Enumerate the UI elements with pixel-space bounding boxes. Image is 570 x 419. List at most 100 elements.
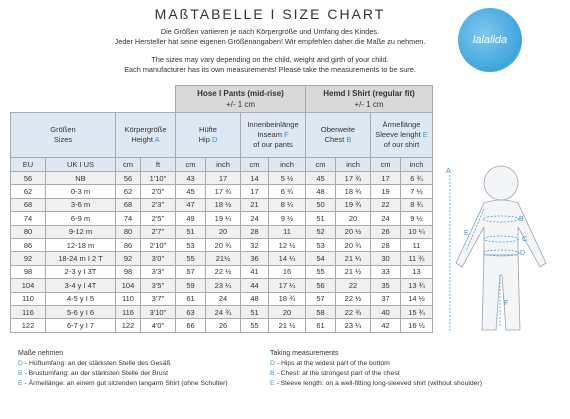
header-de: Größen bbox=[50, 125, 76, 134]
cell: 22 ½ bbox=[205, 264, 241, 280]
cell: 3'7'' bbox=[140, 291, 176, 306]
header-note: of our shirt bbox=[383, 140, 420, 149]
cell: 18 ¾ bbox=[335, 184, 371, 199]
cell: 44 bbox=[240, 278, 269, 293]
cell: 9 ½ bbox=[400, 211, 433, 226]
cell: 12-18 m bbox=[45, 237, 116, 253]
unit-header: cm bbox=[175, 157, 206, 172]
cell: 4-5 y I 5 bbox=[45, 291, 116, 306]
cell: 2'0'' bbox=[140, 184, 176, 199]
cell: 26 bbox=[370, 224, 401, 239]
group-header: Hemd I Shirt (regular fit) +/- 1 cm bbox=[305, 85, 433, 113]
group-title: Hemd I Shirt (regular fit) bbox=[323, 89, 415, 98]
cell: 49 bbox=[175, 211, 206, 226]
header-note: of our pants bbox=[253, 140, 293, 149]
note-text: - Sleeve length: on a well-fitting long-… bbox=[276, 380, 482, 387]
cell: 30 bbox=[370, 251, 401, 266]
cell: 98 bbox=[115, 264, 141, 280]
note-letter: E bbox=[270, 380, 275, 387]
cell: 74 bbox=[10, 211, 46, 226]
notes-title: Taking measurements bbox=[270, 350, 339, 357]
note-text: - Ärmellänge: an einem gut sitzenden lan… bbox=[24, 380, 228, 387]
header-de: Hüfte bbox=[199, 125, 217, 134]
cell: 10 ¼ bbox=[400, 224, 433, 239]
cell: 22 ¾ bbox=[335, 304, 371, 320]
cell: 37 bbox=[370, 291, 401, 306]
group-header: Hose I Pants (mid-rise) +/- 1 cm bbox=[175, 85, 306, 113]
cell: 122 bbox=[115, 318, 141, 333]
cell: 22 ½ bbox=[335, 291, 371, 306]
cell: 61 bbox=[305, 318, 336, 333]
header-en: Chest B bbox=[307, 135, 370, 145]
cell: 20 ¾ bbox=[335, 237, 371, 253]
cell: 24 bbox=[370, 211, 401, 226]
cell: 17 bbox=[240, 184, 269, 199]
cell: 3'0'' bbox=[140, 251, 176, 266]
cell: 5-6 y I 6 bbox=[45, 304, 116, 320]
cell: 17 ¼ bbox=[268, 278, 306, 293]
cell: 92 bbox=[115, 251, 141, 266]
note-text: - Chest: at the strongest part of the ch… bbox=[276, 370, 400, 377]
header-en-text: Height bbox=[131, 135, 153, 144]
unit-header: inch bbox=[205, 157, 241, 172]
cell: 11 bbox=[268, 224, 306, 239]
cell: 56 bbox=[305, 278, 336, 293]
cell: 98 bbox=[10, 264, 46, 280]
header-de: Körpergröße bbox=[124, 125, 167, 134]
unit-header: cm bbox=[240, 157, 269, 172]
cell: 6-7 y I 7 bbox=[45, 318, 116, 333]
note-item: B - Brustumfang: an der stärksten Stelle… bbox=[18, 369, 228, 379]
cell: 58 bbox=[305, 304, 336, 320]
intro-en: The sizes may vary depending on the chil… bbox=[0, 55, 540, 74]
notes-en: Taking measurements D - Hips at the wide… bbox=[270, 349, 482, 389]
header-letter: D bbox=[211, 135, 218, 144]
cell: 80 bbox=[10, 224, 46, 239]
cell: 26 bbox=[205, 318, 241, 333]
table-row: 104 3-4 y I 4T 104 3'5'' 59 23 ¼ 44 17 ¼ 56 22 35 1… bbox=[10, 278, 433, 293]
cell: 11 bbox=[400, 237, 433, 253]
figure-label: D bbox=[520, 250, 525, 257]
header-en: Sleeve lenght E bbox=[372, 130, 432, 140]
cell: 15 ¾ bbox=[400, 304, 433, 320]
intro-line: Die Größen variieren je nach Körpergröße… bbox=[160, 27, 380, 36]
column-header: Oberweite Chest B bbox=[305, 112, 371, 158]
cell: 0-3 m bbox=[45, 184, 116, 199]
cell: 62 bbox=[115, 184, 141, 199]
note-letter: E bbox=[18, 380, 23, 387]
cell: 104 bbox=[10, 278, 46, 293]
cell: 3-6 m bbox=[45, 197, 116, 213]
cell: 2'10'' bbox=[140, 237, 176, 253]
cell: 56 bbox=[10, 170, 46, 186]
cell: 17 ¾ bbox=[335, 170, 371, 186]
cell: 19 ¼ bbox=[205, 211, 241, 226]
cell: 68 bbox=[115, 197, 141, 213]
cell: 4'0'' bbox=[140, 318, 176, 333]
header-en-text: Sleeve lenght bbox=[375, 130, 421, 139]
cell: 42 bbox=[370, 318, 401, 333]
cell: 74 bbox=[115, 211, 141, 226]
header-en: Sizes bbox=[12, 135, 115, 145]
cell: 52 bbox=[305, 224, 336, 239]
cell: 116 bbox=[115, 304, 141, 320]
cell: 5 ½ bbox=[268, 170, 306, 186]
intro-line: Each manufacturer has its own measuremen… bbox=[124, 64, 416, 74]
table-row: 86 12-18 m 86 2'10'' 53 20 ¾ 32 12 ½ 53 20 ¾ 28 11 bbox=[10, 237, 433, 253]
header-en-text: Sizes bbox=[53, 135, 73, 144]
group-title: Hose I Pants (mid-rise) bbox=[197, 89, 284, 98]
table-row: 122 6-7 y I 7 122 4'0'' 66 26 55 21 ½ 61 23 ¼ 42 16… bbox=[10, 318, 433, 333]
table-row: 68 3-6 m 68 2'3'' 47 18 ½ 21 8 ¼ 50 19 ¾ 22 8 ¾ bbox=[10, 197, 433, 213]
header-en: Inseam F bbox=[242, 130, 305, 140]
cell: 21 bbox=[240, 197, 269, 213]
note-item: E - Sleeve length: on a well-fitting lon… bbox=[270, 379, 482, 389]
cell: 55 bbox=[175, 251, 206, 266]
cell: 55 bbox=[305, 264, 336, 280]
cell: 3'10'' bbox=[140, 304, 176, 320]
note-text: - Hips at the widest part of the bottom bbox=[276, 360, 390, 367]
cell: 61 bbox=[175, 291, 206, 306]
cell: 3-4 y I 4T bbox=[45, 278, 116, 293]
note-letter: B bbox=[18, 370, 23, 377]
cell: 16 bbox=[268, 264, 306, 280]
cell: 20 bbox=[335, 211, 371, 226]
cell: 68 bbox=[10, 197, 46, 213]
cell: 2-3 y I 3T bbox=[45, 264, 116, 280]
